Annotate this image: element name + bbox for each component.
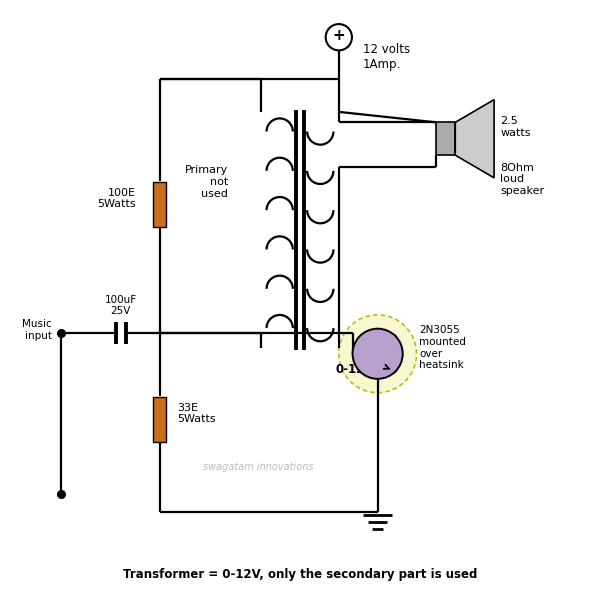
Text: Transformer = 0-12V, only the secondary part is used: Transformer = 0-12V, only the secondary … <box>123 568 477 581</box>
Bar <box>153 182 166 227</box>
Bar <box>153 397 166 442</box>
Text: +: + <box>332 28 345 43</box>
Polygon shape <box>455 100 494 178</box>
Bar <box>436 122 455 155</box>
Text: 0-12V: 0-12V <box>336 363 374 376</box>
Text: 8Ohm
loud
speaker: 8Ohm loud speaker <box>500 163 544 196</box>
Text: Music
input: Music input <box>22 319 52 341</box>
Text: 2.5
watts: 2.5 watts <box>500 116 530 137</box>
Text: Primary
not
used: Primary not used <box>185 166 229 199</box>
Text: 100E
5Watts: 100E 5Watts <box>97 188 136 209</box>
Text: 2N3055
mounted
over
heatsink: 2N3055 mounted over heatsink <box>419 325 466 370</box>
Circle shape <box>353 329 403 379</box>
Text: swagatam innovations: swagatam innovations <box>203 462 313 472</box>
Text: 12 volts
1Amp.: 12 volts 1Amp. <box>363 43 410 71</box>
Text: 33E
5Watts: 33E 5Watts <box>178 403 216 424</box>
Circle shape <box>339 315 416 392</box>
Text: 100uF
25V: 100uF 25V <box>105 295 137 316</box>
